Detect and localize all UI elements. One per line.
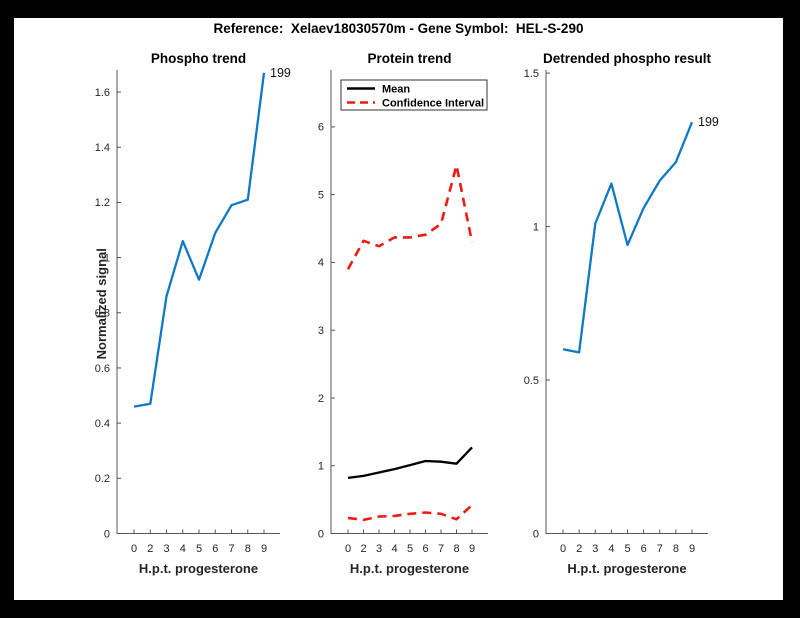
figure-title: Reference: Xelaev18030570m - Gene Symbol…	[213, 21, 584, 36]
y-tick-label: 1.2	[95, 197, 110, 209]
y-tick-label: 6	[318, 122, 324, 134]
x-tick-label: 7	[228, 543, 234, 555]
x-tick-label: 5	[407, 543, 413, 555]
endpoint-label: 199	[270, 66, 291, 80]
y-tick-label: 3	[318, 325, 324, 337]
y-tick-label: 0	[318, 528, 324, 540]
y-tick-label: 0.4	[95, 418, 110, 430]
confidence-interval-upper-line	[346, 164, 474, 270]
y-tick-label: 4	[318, 257, 324, 269]
x-tick-label: 4	[391, 543, 397, 555]
legend: Mean Confidence Interval	[340, 79, 488, 111]
x-tick-label: 2	[147, 543, 153, 555]
charts-svg: 00.20.40.60.811.21.41.60 2 3 4 5 6 7 8 9Phospho …	[94, 51, 719, 576]
subplot-phospho-trend: 00.20.40.60.811.21.41.60 2 3 4 5 6 7 8 9Phospho …	[94, 51, 291, 576]
axes-spines	[545, 70, 708, 534]
x-tick-label: 8	[453, 543, 459, 555]
phospho-signal-line	[133, 72, 266, 408]
x-tick-label: 3	[376, 543, 382, 555]
y-tick-label: 1.6	[95, 87, 110, 99]
x-tick-label: 3	[163, 543, 169, 555]
y-tick-label: 1	[318, 461, 324, 473]
x-axis-label: H.p.t. progesterone	[567, 561, 686, 576]
y-tick-label: 1	[104, 252, 110, 264]
legend-label: Mean	[382, 84, 410, 96]
y-tick-label: 0.2	[95, 473, 110, 485]
x-tick-label: 7	[657, 543, 663, 555]
y-tick-label: 5	[318, 189, 324, 201]
mean-line	[347, 446, 473, 480]
confidence-interval-lower-line	[347, 504, 473, 522]
x-tick-label: 2	[360, 543, 366, 555]
y-tick-label: 0.8	[95, 308, 110, 320]
legend-label: Confidence Interval	[382, 98, 484, 110]
x-tick-label: 9	[689, 543, 695, 555]
x-axis-label: H.p.t. progesterone	[350, 561, 469, 576]
x-tick-label: 6	[212, 543, 218, 555]
y-tick-label: 2	[318, 393, 324, 405]
x-tick-label: 0	[345, 543, 351, 555]
x-tick-label: 4	[180, 543, 186, 555]
y-tick-label: 1	[533, 221, 539, 233]
subplot-title: Phospho trend	[151, 51, 246, 66]
subplot-title: Detrended phospho result	[543, 51, 712, 66]
y-tick-label: 1.4	[95, 142, 110, 154]
x-tick-label: 0	[560, 543, 566, 555]
x-tick-label: 3	[592, 543, 598, 555]
x-tick-label: 7	[438, 543, 444, 555]
x-tick-label: 5	[624, 543, 630, 555]
x-tick-label: 9	[261, 543, 267, 555]
axes-spines	[330, 70, 488, 534]
endpoint-label: 199	[698, 115, 719, 129]
y-tick-label: 0.6	[95, 363, 110, 375]
x-tick-label: 4	[608, 543, 614, 555]
y-tick-label: 1.5	[524, 68, 539, 80]
x-tick-label: 8	[245, 543, 251, 555]
y-tick-label: 0	[533, 528, 539, 540]
x-tick-label: 9	[469, 543, 475, 555]
x-tick-label: 0	[131, 543, 137, 555]
subplot-title: Protein trend	[367, 51, 451, 66]
x-tick-label: 8	[673, 543, 679, 555]
x-axis-label: H.p.t. progesterone	[139, 561, 258, 576]
x-tick-label: 2	[576, 543, 582, 555]
legend-box	[340, 79, 488, 111]
x-tick-label: 6	[422, 543, 428, 555]
x-tick-label: 6	[641, 543, 647, 555]
y-tick-label: 0	[104, 528, 110, 540]
x-tick-label: 5	[196, 543, 202, 555]
y-tick-label: 0.5	[524, 375, 539, 387]
detrended-phospho-signal-line	[562, 121, 694, 354]
y-axis-label: Normalized signal	[94, 248, 109, 359]
figure: Reference: Xelaev18030570m - Gene Symbol…	[14, 18, 783, 600]
